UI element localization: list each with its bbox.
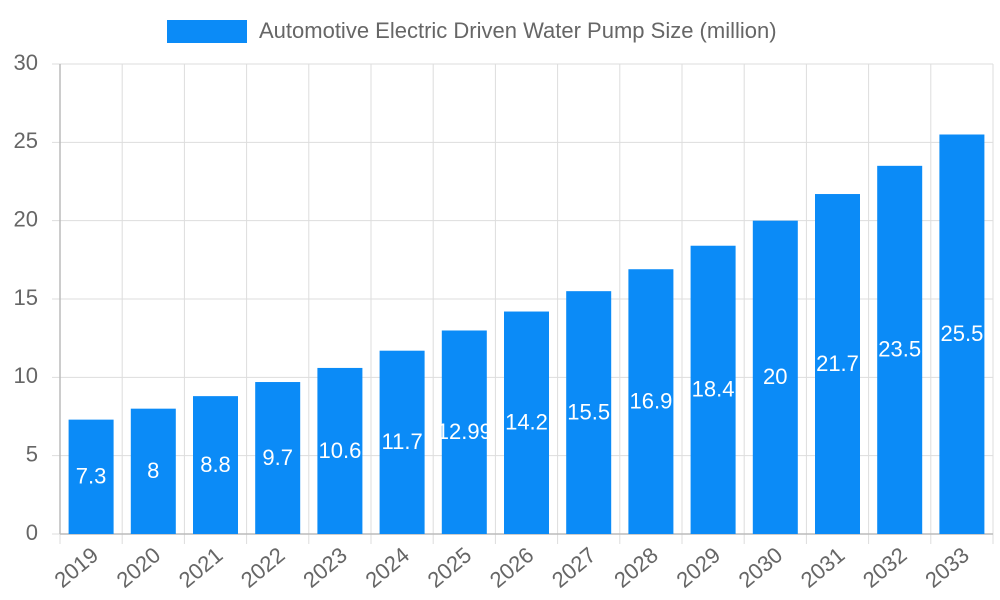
y-tick-label: 30: [14, 50, 38, 75]
legend-swatch: [167, 20, 247, 43]
y-tick-label: 5: [26, 441, 38, 466]
bar: [815, 194, 860, 535]
data-label: 14.2: [505, 410, 548, 435]
data-label: 7.3: [76, 464, 107, 489]
x-tick-label: 2025: [423, 542, 477, 593]
data-label: 11.7: [382, 429, 423, 454]
data-label: 23.5: [878, 337, 921, 362]
y-tick-label: 15: [14, 285, 38, 310]
data-label: 8: [147, 458, 159, 483]
data-label: 20: [763, 364, 787, 389]
x-tick-label: 2024: [360, 542, 414, 593]
bar: [130, 408, 176, 534]
x-tick-label: 2027: [547, 542, 601, 593]
x-tick-label: 2031: [796, 542, 850, 593]
x-tick-label: 2028: [609, 542, 663, 593]
y-tick-label: 20: [14, 206, 38, 231]
bar: [628, 269, 674, 534]
bar: [877, 165, 923, 535]
x-tick-label: 2026: [485, 542, 539, 593]
data-label: 9.7: [262, 445, 293, 470]
x-tick-label: 2033: [920, 542, 974, 593]
bar: [939, 134, 985, 534]
data-label: 18.4: [692, 377, 735, 402]
x-tick-label: 2023: [298, 542, 352, 593]
data-label: 16.9: [629, 388, 672, 413]
data-label: 15.5: [567, 399, 610, 424]
bar: [752, 220, 798, 534]
bar: [317, 367, 363, 534]
data-label: 10.6: [318, 438, 361, 463]
data-label: 8.8: [200, 452, 231, 477]
bar: [193, 396, 238, 534]
bar: [255, 382, 301, 534]
x-tick-label: 2022: [236, 542, 290, 593]
x-tick-label: 2032: [858, 542, 912, 593]
data-label: 12.99: [437, 419, 492, 444]
x-tick-label: 2021: [174, 542, 228, 593]
bar: [379, 350, 425, 534]
legend-label: Automotive Electric Driven Water Pump Si…: [259, 18, 777, 43]
bar: [68, 419, 114, 534]
bar: [441, 330, 487, 534]
x-tick-label: 2019: [49, 542, 103, 593]
bar: [504, 311, 549, 534]
x-tick-label: 2020: [112, 542, 166, 593]
y-tick-label: 25: [14, 128, 38, 153]
x-tick-label: 2029: [671, 542, 725, 593]
y-tick-label: 0: [26, 520, 38, 545]
bar: [566, 291, 612, 534]
x-tick-label: 2030: [734, 542, 788, 593]
data-label: 25.5: [940, 321, 983, 346]
data-label: 21.7: [816, 351, 859, 376]
y-tick-label: 10: [14, 363, 38, 388]
bar: [690, 245, 736, 534]
